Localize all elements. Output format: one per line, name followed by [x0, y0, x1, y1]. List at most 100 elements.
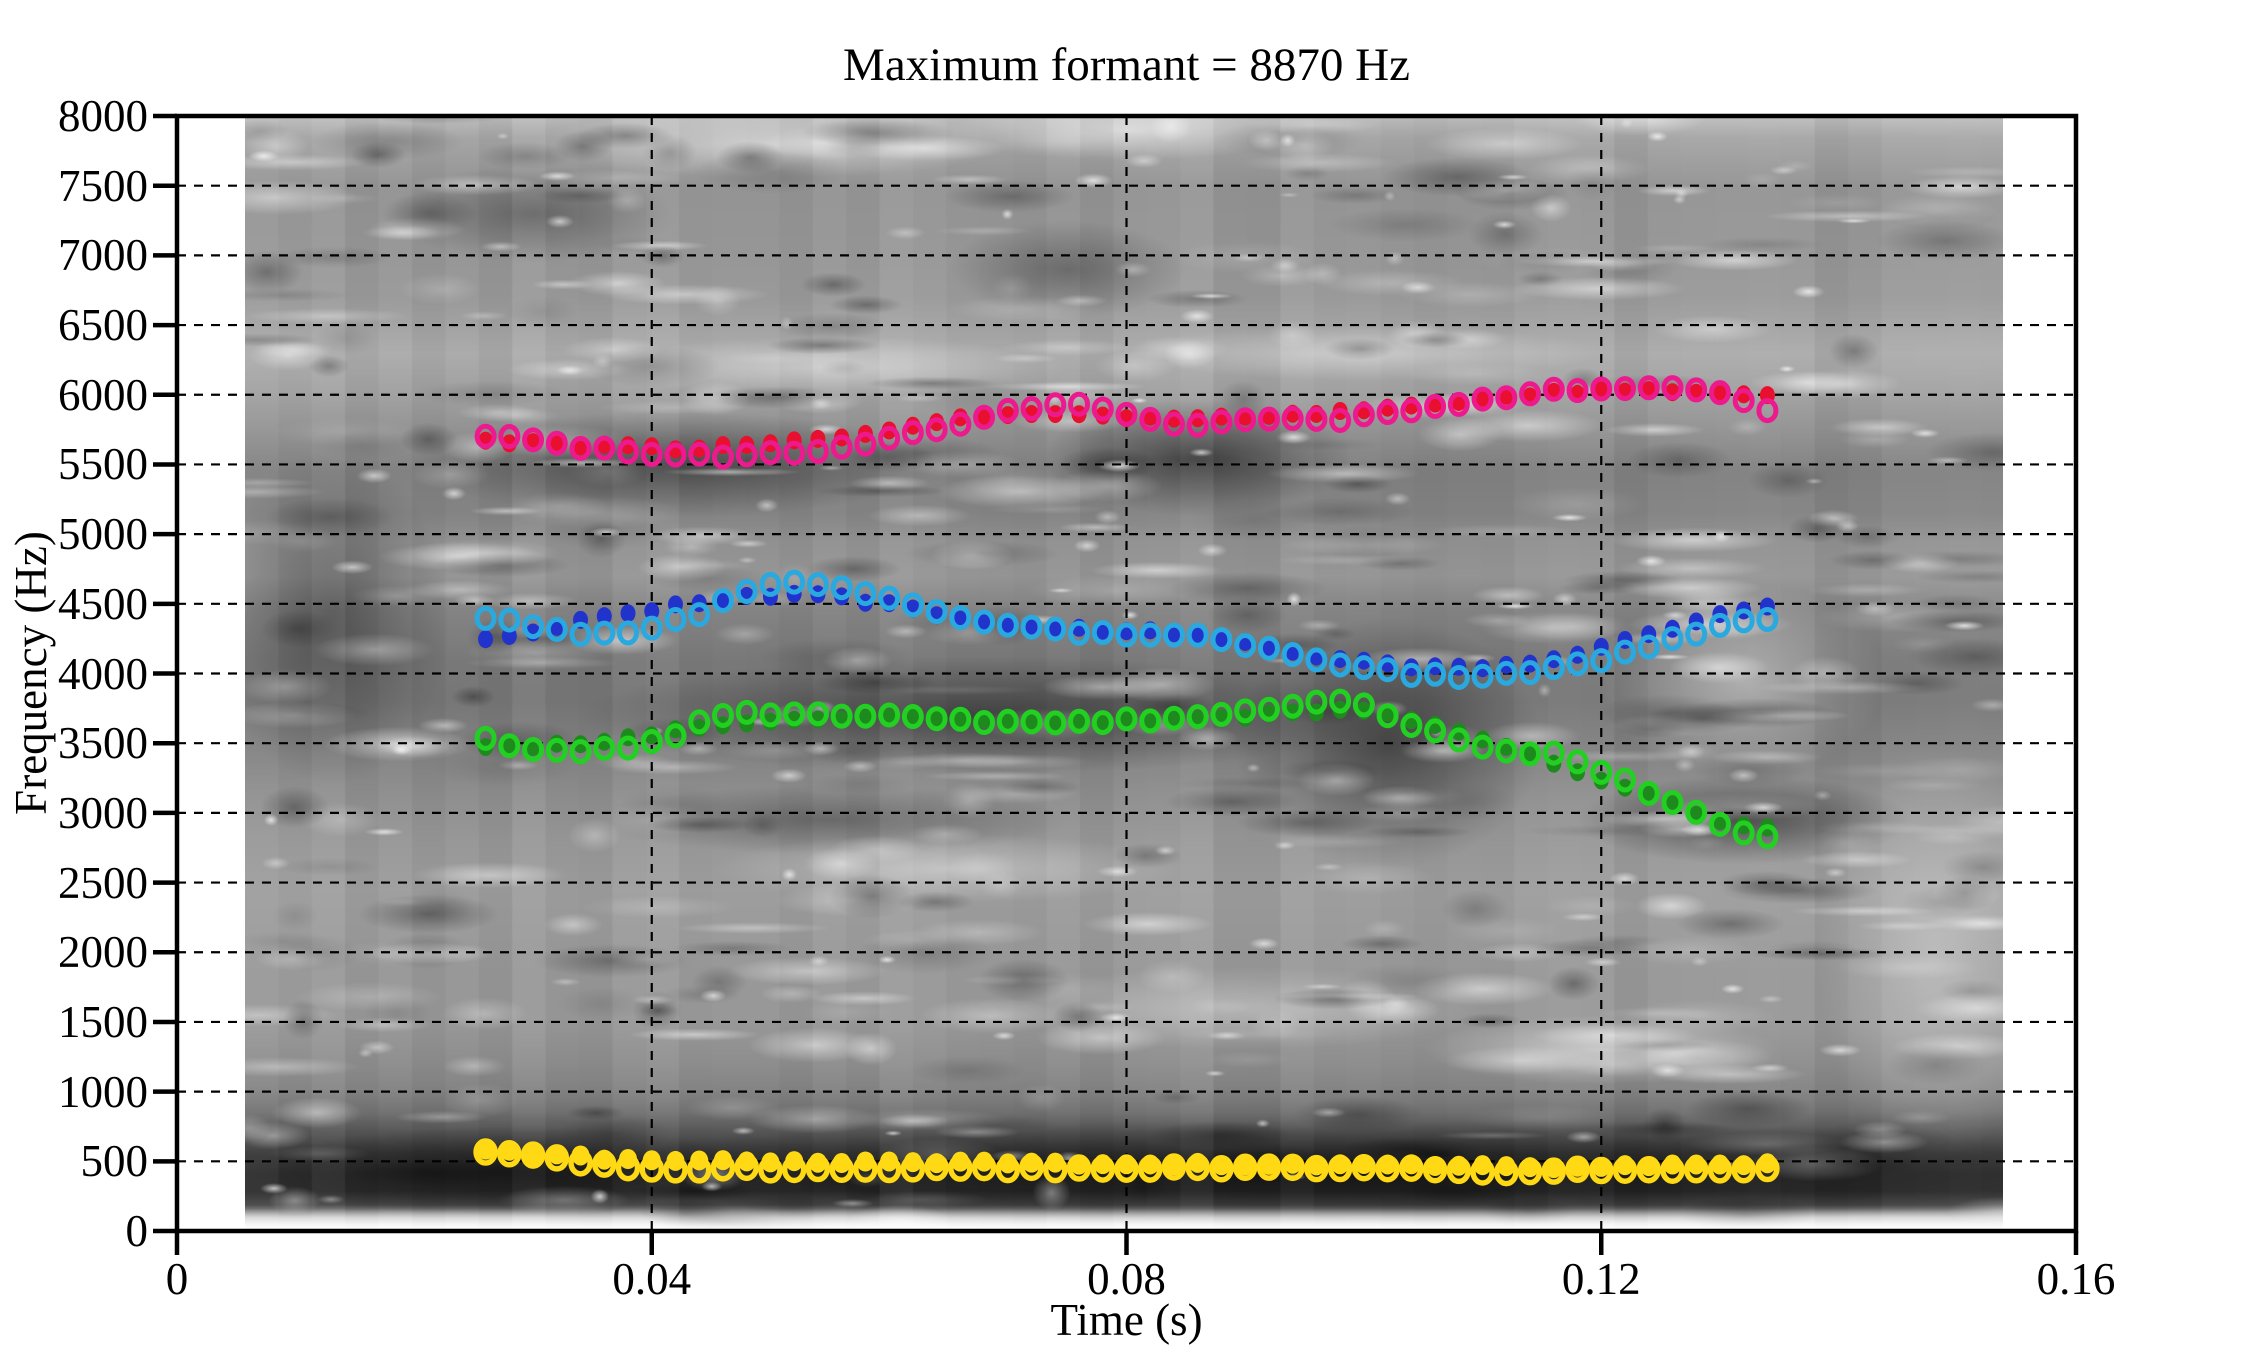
formant-circle-magenta-open-circles [640, 442, 663, 468]
formant-circle-cyan-open-circles [830, 575, 853, 601]
formant-dot-darkgreen-filled-dots [1166, 710, 1182, 729]
formant-circle-yellow-open-circles [1446, 1156, 1472, 1185]
y-tick-label: 2000 [58, 927, 148, 978]
formant-circle-yellow-open-circles [971, 1153, 997, 1182]
y-tick-label: 1000 [58, 1066, 148, 1117]
formant-circle-cyan-open-circles [1139, 622, 1162, 648]
formant-circle-yellow-open-circles [497, 1140, 522, 1168]
formant-circle-green-open-circles [806, 701, 829, 727]
formant-circle-magenta-open-circles [973, 404, 996, 430]
formant-circle-green-open-circles [1044, 710, 1067, 736]
formant-circle-yellow-open-circles [1755, 1154, 1780, 1183]
formant-circle-magenta-open-circles [1566, 377, 1589, 403]
formant-dot-yellow-filled-dots [880, 1151, 899, 1172]
formant-circle-cyan-open-circles [1400, 662, 1423, 688]
formant-dot-blue-filled-dots [1213, 629, 1229, 648]
formant-circle-green-open-circles [640, 729, 663, 755]
formant-circle-green-open-circles [1020, 709, 1043, 735]
formant-circle-magenta-open-circles [1352, 402, 1375, 428]
formant-circle-cyan-open-circles [1044, 616, 1067, 642]
formant-circle-cyan-open-circles [1257, 635, 1280, 661]
formant-circle-magenta-open-circles [664, 442, 687, 468]
formant-dot-darkgreen-filled-dots [1000, 711, 1016, 730]
formant-circle-yellow-open-circles [1660, 1156, 1685, 1184]
formant-circle-green-open-circles [1281, 693, 1304, 719]
formant-circle-cyan-open-circles [973, 609, 996, 635]
formant-circle-cyan-open-circles [569, 621, 592, 647]
formant-circle-yellow-open-circles [900, 1155, 926, 1183]
formant-circle-magenta-open-circles [854, 431, 877, 457]
plot-title: Maximum formant = 8870 Hz [843, 39, 1410, 91]
y-tick-label: 4000 [58, 648, 148, 699]
formant-dot-blue-filled-dots [596, 607, 612, 626]
formant-circle-yellow-open-circles [592, 1150, 617, 1178]
formant-circle-yellow-open-circles [520, 1141, 546, 1169]
formant-circle-green-open-circles [1519, 741, 1542, 767]
formant-circle-cyan-open-circles [1590, 648, 1613, 674]
formant-circle-cyan-open-circles [1685, 621, 1708, 647]
formant-dot-blue-filled-dots [620, 604, 636, 623]
x-tick-label: 0.12 [1561, 1254, 1641, 1304]
formant-circle-yellow-open-circles [1399, 1154, 1424, 1182]
formant-circle-magenta-open-circles [522, 427, 545, 453]
formant-circle-cyan-open-circles [1162, 622, 1185, 648]
formant-circle-yellow-open-circles [615, 1153, 641, 1182]
formant-circle-green-open-circles [1471, 734, 1494, 760]
formant-circle-green-open-circles [474, 725, 497, 751]
formant-circle-magenta-open-circles [1305, 406, 1328, 432]
formant-circle-yellow-open-circles [1422, 1155, 1448, 1184]
formant-circle-green-open-circles [1162, 705, 1185, 731]
formant-circle-yellow-open-circles [1351, 1153, 1377, 1182]
formant-circle-green-open-circles [711, 702, 734, 728]
formant-circle-yellow-open-circles [1327, 1154, 1353, 1183]
formant-circle-magenta-open-circles [1756, 398, 1779, 424]
y-tick-label: 3500 [58, 718, 148, 769]
formant-circle-yellow-open-circles [1683, 1156, 1709, 1184]
formant-circle-cyan-open-circles [1708, 612, 1731, 638]
formant-circle-magenta-open-circles [1020, 396, 1043, 422]
formant-circle-magenta-open-circles [1139, 406, 1162, 432]
formant-circle-magenta-open-circles [806, 438, 829, 464]
formant-circle-yellow-open-circles [1375, 1154, 1400, 1183]
formant-circle-yellow-open-circles [829, 1155, 854, 1184]
x-tick-label: 0.04 [612, 1254, 692, 1304]
formant-circle-magenta-open-circles [1257, 406, 1280, 432]
y-tick-label: 8000 [58, 91, 148, 141]
formant-circle-green-open-circles [783, 701, 806, 727]
formant-circle-yellow-open-circles [710, 1154, 736, 1182]
formant-circle-magenta-open-circles [1281, 405, 1304, 431]
formant-dot-darkgreen-filled-dots [905, 708, 921, 727]
formant-circle-green-open-circles [1329, 688, 1352, 714]
formant-circle-yellow-open-circles [1066, 1154, 1092, 1182]
formant-circle-magenta-open-circles [1091, 396, 1114, 422]
formant-dot-red-filled-dots [549, 434, 565, 453]
formant-circle-magenta-open-circles [711, 444, 734, 470]
y-tick-label: 0 [125, 1206, 149, 1256]
formant-circle-magenta-open-circles [1162, 411, 1185, 437]
formant-circle-magenta-open-circles [1044, 392, 1067, 418]
formant-circle-magenta-open-circles [1637, 375, 1660, 401]
formant-circle-green-open-circles [1091, 710, 1114, 736]
formant-dot-blue-filled-dots [1047, 619, 1063, 638]
x-tick-label: 0.08 [1087, 1254, 1166, 1304]
formant-circle-yellow-open-circles [1114, 1155, 1139, 1183]
formant-circle-green-open-circles [854, 703, 877, 729]
formant-circle-yellow-open-circles [948, 1154, 973, 1182]
formant-circle-green-open-circles [996, 708, 1019, 734]
formant-circle-magenta-open-circles [688, 441, 711, 467]
y-tick-label: 5500 [58, 439, 148, 490]
formant-circle-yellow-open-circles [568, 1149, 593, 1177]
formant-circle-yellow-open-circles [1517, 1157, 1543, 1186]
y-tick-label: 3000 [58, 787, 148, 838]
formant-circle-magenta-open-circles [593, 435, 616, 461]
formant-circle-yellow-open-circles [995, 1155, 1021, 1184]
formant-circle-cyan-open-circles [854, 581, 877, 607]
formant-circle-cyan-open-circles [759, 571, 782, 597]
formant-circle-green-open-circles [901, 704, 924, 730]
formant-circle-cyan-open-circles [711, 588, 734, 614]
formant-circle-cyan-open-circles [1756, 607, 1779, 633]
formant-circle-cyan-open-circles [949, 605, 972, 631]
formant-circle-green-open-circles [1352, 692, 1375, 718]
formant-circle-green-open-circles [1400, 712, 1423, 738]
formant-circle-green-open-circles [830, 703, 853, 729]
